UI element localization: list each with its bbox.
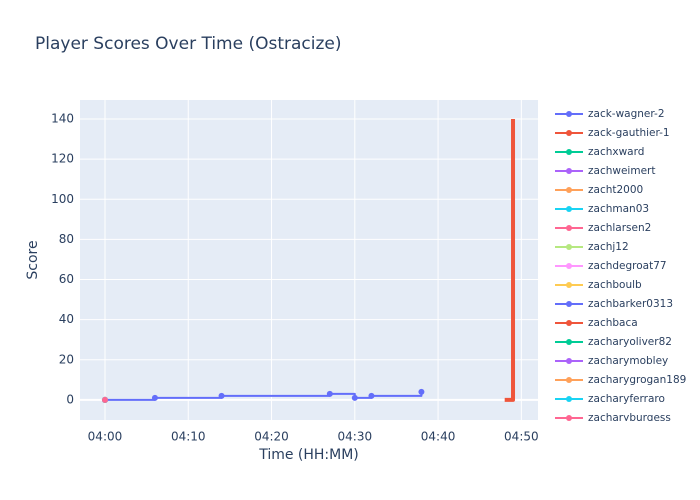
legend-label: zachxward <box>588 146 644 158</box>
legend-label: zacharyoliver82 <box>588 336 672 348</box>
point <box>368 392 375 399</box>
legend-marker <box>566 415 572 421</box>
legend-label: zachman03 <box>588 203 649 215</box>
y-axis-label: Score <box>25 240 41 279</box>
legend-marker <box>566 320 572 326</box>
legend-marker <box>566 130 572 136</box>
point <box>351 394 358 401</box>
legend-label: zacht2000 <box>588 184 643 196</box>
legend-label: zachj12 <box>588 241 629 253</box>
legend-marker <box>566 396 572 402</box>
x-tick-label: 04:50 <box>504 430 539 444</box>
legend-marker <box>566 244 572 250</box>
legend-marker <box>566 206 572 212</box>
plot <box>101 119 516 403</box>
legend-marker <box>566 301 572 307</box>
y-tick-label: 60 <box>59 272 74 286</box>
series-line <box>504 119 516 402</box>
legend-label: zacharymobley <box>588 355 668 367</box>
legend-marker <box>566 282 572 288</box>
legend-label: zacharygrogan189 <box>588 374 686 386</box>
legend-marker <box>566 358 572 364</box>
y-tick-label: 40 <box>59 312 74 326</box>
legend-marker <box>566 377 572 383</box>
legend-label: zachbarker0313 <box>588 298 673 310</box>
x-tick-label: 04:20 <box>254 430 289 444</box>
y-tick-label: 120 <box>51 152 74 166</box>
x-tick-label: 04:10 <box>171 430 206 444</box>
legend-label: zachlarsen2 <box>588 222 651 234</box>
legend-label: zacharyburgess <box>588 412 671 424</box>
chart-title: Player Scores Over Time (Ostracize) <box>35 34 342 54</box>
legend-label: zack-wagner-2 <box>588 108 665 120</box>
legend: zack-wagner-2 zack-gauthier-1 zachxward zac… <box>555 108 686 424</box>
legend-label: zack-gauthier-1 <box>588 127 670 139</box>
point <box>218 392 225 399</box>
legend-marker <box>566 111 572 117</box>
point <box>418 388 425 395</box>
x-tick-label: 04:40 <box>421 430 456 444</box>
legend-label: zachdegroat77 <box>588 260 667 272</box>
legend-marker <box>566 339 572 345</box>
x-axis-label: Time (HH:MM) <box>258 447 359 463</box>
y-tick-label: 0 <box>66 392 74 406</box>
grid <box>80 100 538 420</box>
legend-marker <box>566 263 572 269</box>
legend-label: zacharyferraro <box>588 393 665 405</box>
point <box>151 394 158 401</box>
x-tick-label: 04:30 <box>338 430 373 444</box>
legend-label: zachboulb <box>588 279 642 291</box>
legend-marker <box>566 149 572 155</box>
x-tick-label: 04:00 <box>88 430 123 444</box>
legend-marker <box>566 168 572 174</box>
point <box>326 390 333 397</box>
y-tick-label: 20 <box>59 352 74 366</box>
y-tick-label: 100 <box>51 192 74 206</box>
y-tick-label: 140 <box>51 112 74 126</box>
legend-label: zachweimert <box>588 165 655 177</box>
legend-label: zachbaca <box>588 317 638 329</box>
legend-marker <box>566 187 572 193</box>
y-tick-label: 80 <box>59 232 74 246</box>
point <box>101 396 108 403</box>
legend-marker <box>566 225 572 231</box>
plot-area <box>80 100 538 420</box>
